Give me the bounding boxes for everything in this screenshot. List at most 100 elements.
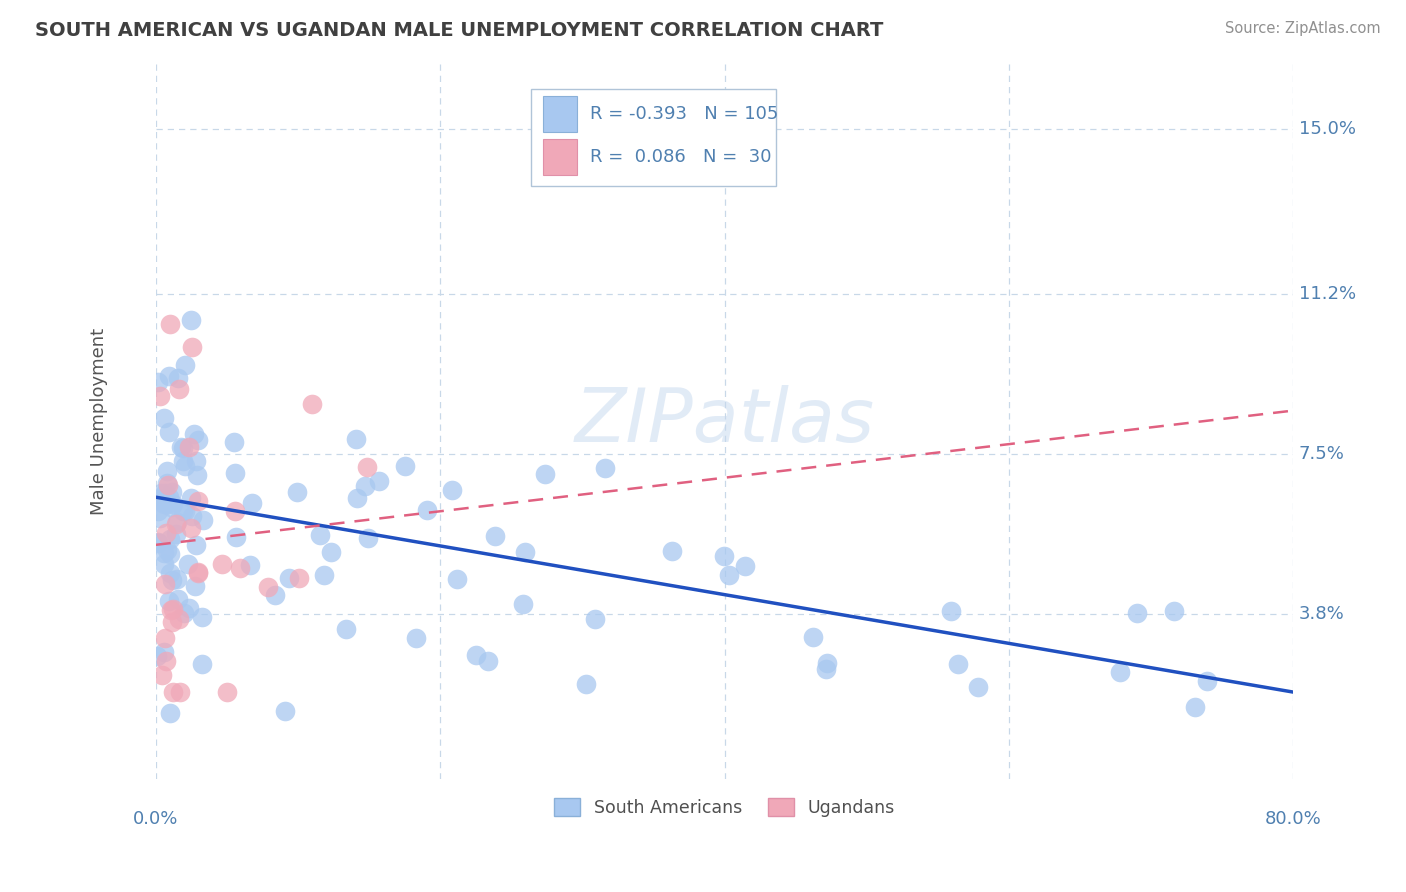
Point [174,504,197,518]
Point [1197,673,1219,688]
Point [153,410,176,425]
Point [415,503,437,517]
Point [321,545,343,559]
Point [484,529,506,543]
Point [149,510,172,524]
Point [312,568,335,582]
Point [967,680,990,694]
Point [149,389,172,403]
Point [187,434,209,448]
Point [174,458,197,473]
Point [157,490,180,504]
Point [146,376,169,390]
Point [156,478,179,492]
Point [217,685,239,699]
Point [159,566,181,581]
Text: 0.0%: 0.0% [134,810,179,828]
Point [309,528,332,542]
Point [713,549,735,564]
Point [814,662,837,676]
Point [186,566,208,580]
Point [160,603,183,617]
Legend: South Americans, Ugandans: South Americans, Ugandans [547,791,903,823]
Bar [543,96,576,132]
Point [191,609,214,624]
Point [184,538,207,552]
Text: SOUTH AMERICAN VS UGANDAN MALE UNEMPLOYMENT CORRELATION CHART: SOUTH AMERICAN VS UGANDAN MALE UNEMPLOYM… [35,21,883,39]
Text: 3.8%: 3.8% [1299,605,1344,624]
Point [335,623,357,637]
Point [162,685,184,699]
Point [181,340,204,354]
Point [593,461,616,475]
Point [155,526,177,541]
Point [948,657,970,672]
Bar [531,89,776,186]
Point [169,685,191,699]
Text: ZIPatlas: ZIPatlas [575,385,875,458]
Point [211,558,233,572]
Point [661,543,683,558]
Point [167,592,190,607]
Point [177,440,200,454]
Point [239,558,262,572]
Point [734,559,756,574]
Point [1109,665,1132,680]
Point [172,454,194,468]
Point [172,442,194,456]
Bar [543,139,576,175]
Text: R = -0.393   N = 105: R = -0.393 N = 105 [591,105,779,123]
Point [156,476,179,491]
Point [159,532,181,546]
Point [346,491,368,506]
Point [357,531,380,545]
Point [533,467,555,481]
Point [173,606,195,620]
Point [465,648,488,662]
Point [515,545,537,559]
Point [939,604,962,618]
Point [153,498,176,512]
Point [159,317,181,331]
Point [152,668,174,682]
Point [224,504,246,518]
Point [575,677,598,691]
Point [256,580,278,594]
Point [167,382,190,396]
Point [183,427,205,442]
Point [368,475,391,489]
Point [153,577,176,591]
Point [190,657,212,672]
Point [156,464,179,478]
Point [477,654,499,668]
Point [157,593,180,607]
Point [148,536,170,550]
Point [287,570,309,584]
Point [273,704,295,718]
Point [150,486,173,500]
Point [148,535,170,549]
Point [441,483,464,497]
Point [153,546,176,560]
Point [801,631,824,645]
Point [172,504,194,518]
Point [152,558,174,572]
Point [512,597,534,611]
Text: 7.5%: 7.5% [1299,445,1346,463]
Point [186,468,208,483]
Point [184,579,207,593]
Point [156,543,179,558]
Point [159,547,181,561]
Point [187,566,209,581]
Point [157,425,180,439]
Point [156,497,179,511]
Point [146,504,169,518]
Point [160,615,183,629]
Point [193,512,215,526]
Point [153,645,176,659]
Point [240,496,263,510]
Point [354,479,377,493]
Point [225,530,247,544]
Point [177,557,200,571]
Point [1184,700,1206,714]
